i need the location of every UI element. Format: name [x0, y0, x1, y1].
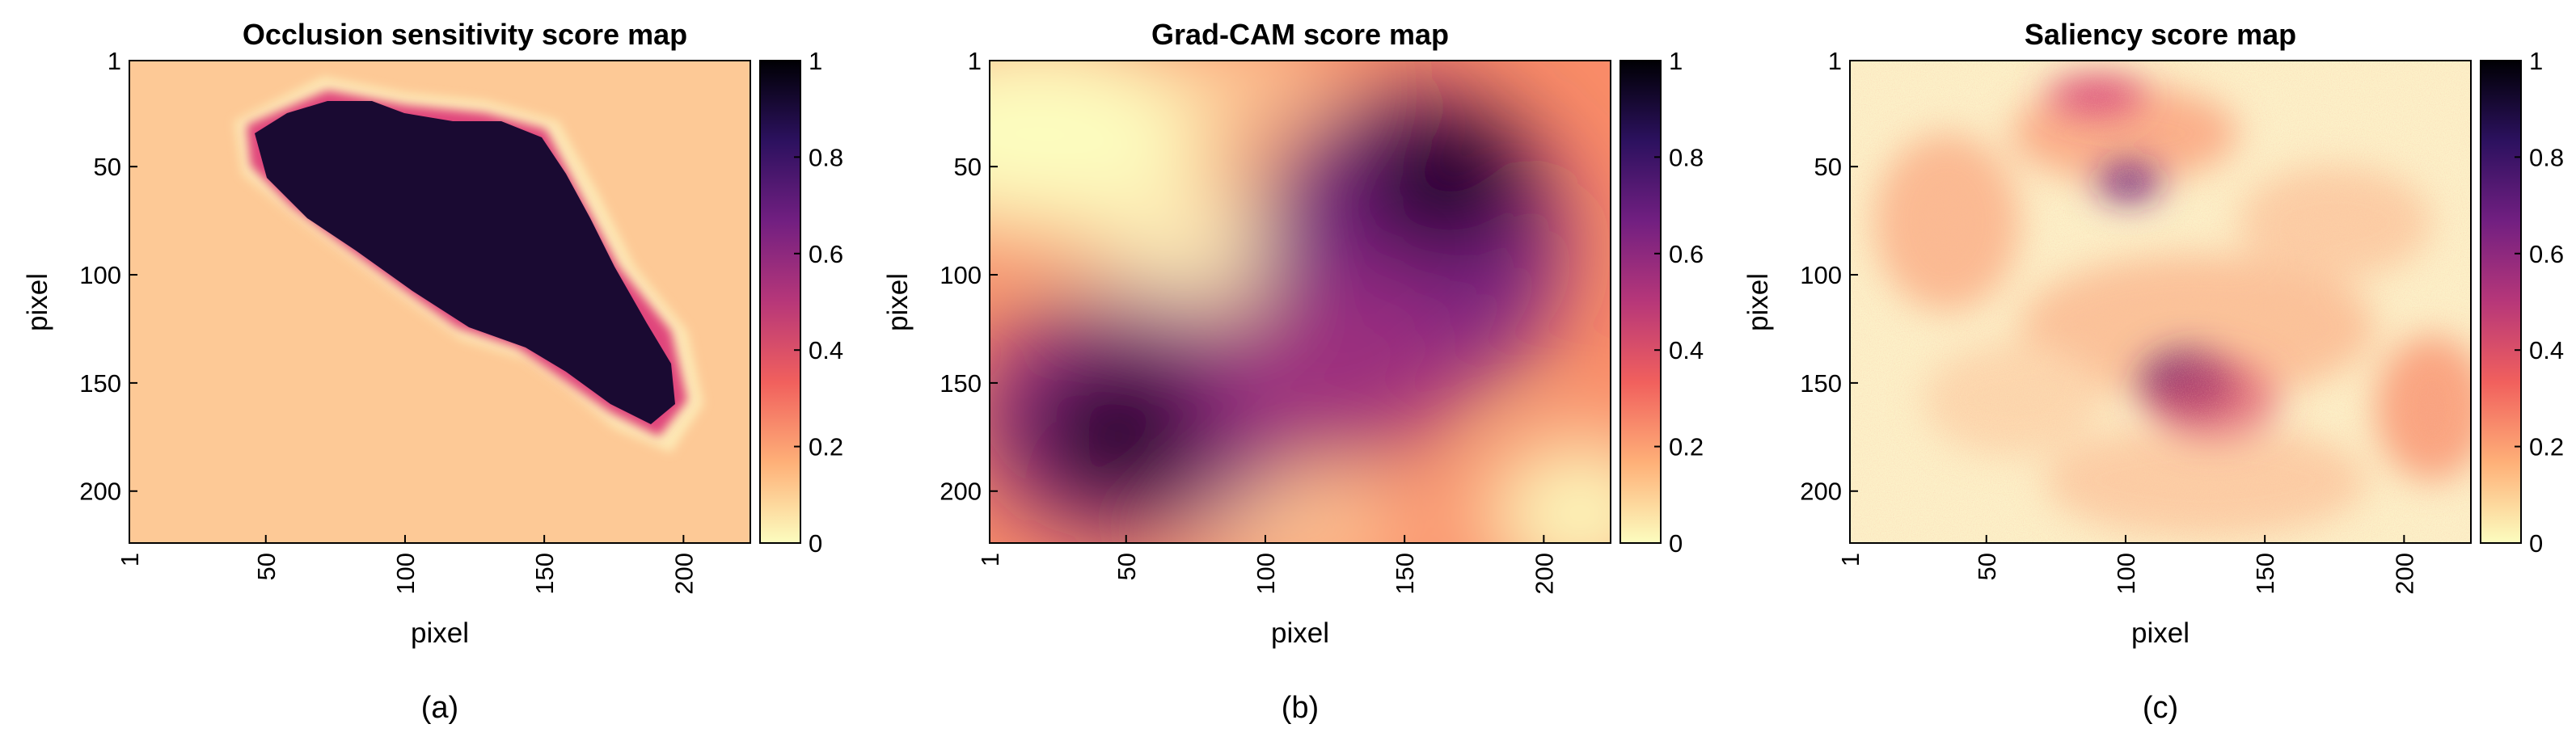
panel-b-colorbar-gradient — [1620, 60, 1662, 544]
panel-a-y-label: pixel — [22, 273, 53, 331]
panel-b-hot-lower — [1030, 360, 1208, 505]
panel-c-noise — [1850, 61, 2471, 543]
panel-a-plot-frame — [129, 60, 751, 544]
panel-c-x-tick-label: 1 — [1836, 553, 1864, 566]
panel-a-colorbar-gradient — [759, 60, 801, 544]
panel-b-y-label: pixel — [882, 273, 914, 331]
panel-b-y-tick-label: 150 — [940, 369, 982, 398]
panel-a-y-tick-label: 150 — [79, 369, 121, 398]
panel-a-x-label: pixel — [411, 617, 469, 649]
panel-c-y-tick-label: 150 — [1800, 369, 1842, 398]
panel-c-colorbar-tick-label: 1 — [2529, 47, 2543, 75]
panel-c-x-tick-label: 100 — [2112, 553, 2140, 595]
panel-a-y-tick-label: 1 — [108, 47, 121, 75]
panel-c-caption: (c) — [2143, 691, 2178, 725]
panel-b-colorbar-tick-label: 0.8 — [1669, 143, 1704, 171]
panel-a-y-tick-label: 200 — [79, 478, 121, 506]
panel-c-y-label: pixel — [1742, 273, 1774, 331]
panel-b-colorbar-tick-label: 1 — [1669, 47, 1683, 75]
panel-a-colorbar-tick-label: 1 — [809, 47, 822, 75]
panel-b-cool-mid — [1087, 182, 1297, 311]
panel-a-x-ticks: 1 50 100 150 200 — [116, 535, 698, 595]
panel-c-x-tick-label: 200 — [2390, 553, 2418, 595]
panel-c-x-label: pixel — [2131, 617, 2190, 649]
panel-b-y-tick-label: 1 — [968, 47, 982, 75]
panel-a-heatmap — [129, 61, 750, 543]
panel-b-mid-bridge — [1232, 279, 1459, 457]
panel-b-colorbar-tick-label: 0.2 — [1669, 433, 1704, 461]
panel-a-colorbar-tick-label: 0 — [809, 529, 822, 558]
panel-c-title: Saliency score map — [2025, 18, 2296, 51]
panel-c-y-tick-label: 50 — [1814, 153, 1842, 181]
panel-a-y-tick-label: 50 — [94, 153, 121, 181]
panel-c-colorbar-tick-label: 0.6 — [2529, 240, 2564, 268]
panel-b-x-tick-label: 150 — [1391, 553, 1419, 595]
panel-c-heatmap — [1850, 61, 2471, 543]
panel-c-x-ticks: 1 50 100 150 200 — [1836, 535, 2418, 595]
panel-a-x-tick-label: 50 — [252, 553, 281, 580]
panel-c-colorbar-tick-label: 0.4 — [2529, 336, 2564, 364]
panel-b-x-tick-label: 1 — [976, 553, 1004, 566]
panel-a: Occlusion sensitivity score map 15010015… — [22, 18, 843, 725]
panel-c-x-tick-label: 150 — [2251, 553, 2279, 595]
panel-a-colorbar-tick-label: 0.8 — [809, 143, 843, 171]
panel-b-colorbar-tick-label: 0.4 — [1669, 336, 1704, 364]
panel-b-x-label: pixel — [1271, 617, 1329, 649]
panel-a-caption: (a) — [421, 691, 458, 725]
panel-a-hot-region — [255, 101, 675, 424]
panel-c-y-tick-label: 200 — [1800, 478, 1842, 506]
panel-b-cool-top — [1184, 61, 1329, 125]
panel-b-x-ticks: 1 50 100 150 200 — [976, 535, 1558, 595]
panel-b-colorbar: 0 0.2 0.4 0.6 0.8 1 — [1620, 47, 1704, 558]
panel-c-colorbar: 0 0.2 0.4 0.6 0.8 1 — [2480, 47, 2564, 558]
panel-b-caption: (b) — [1282, 691, 1319, 725]
panel-a-colorbar-tick-label: 0.6 — [809, 240, 843, 268]
panel-a-x-tick-label: 1 — [116, 553, 144, 566]
panel-c-colorbar-gradient — [2480, 60, 2522, 544]
panel-a-colorbar: 0 0.2 0.4 0.6 0.8 1 — [759, 47, 843, 558]
panel-b-hot-upper — [1353, 109, 1531, 255]
panel-c-y-tick-label: 100 — [1800, 261, 1842, 289]
panel-a-colorbar-ticks: 0 0.2 0.4 0.6 0.8 1 — [794, 47, 843, 558]
panel-a-x-tick-label: 200 — [669, 553, 698, 595]
panel-a-y-tick-label: 100 — [79, 261, 121, 289]
panel-c-plot-frame — [1849, 60, 2472, 544]
panel-b-heatmap — [990, 61, 1611, 543]
panel-b-colorbar-ticks: 0 0.2 0.4 0.6 0.8 1 — [1654, 47, 1704, 558]
panel-c-colorbar-ticks: 0 0.2 0.4 0.6 0.8 1 — [2515, 47, 2564, 558]
panel-c-colorbar-tick-label: 0.8 — [2529, 143, 2564, 171]
panel-a-x-tick-label: 150 — [530, 553, 559, 595]
panel-b-x-tick-label: 50 — [1113, 553, 1141, 580]
panel-b-y-tick-label: 200 — [940, 478, 982, 506]
panel-a-colorbar-tick-label: 0.2 — [809, 433, 843, 461]
panel-a-title: Occlusion sensitivity score map — [243, 18, 687, 51]
panel-c-y-tick-label: 1 — [1828, 47, 1842, 75]
panel-b-title: Grad-CAM score map — [1151, 18, 1449, 51]
panel-c-colorbar-tick-label: 0 — [2529, 529, 2543, 558]
panel-c-colorbar-tick-label: 0.2 — [2529, 433, 2564, 461]
panel-b-x-tick-label: 200 — [1530, 553, 1558, 595]
panel-b-x-tick-label: 100 — [1252, 553, 1280, 595]
panel-c-x-tick-label: 50 — [1973, 553, 2001, 580]
panel-b-cool-right — [1483, 440, 1611, 543]
panel-a-x-tick-label: 100 — [391, 553, 420, 595]
panel-a-colorbar-tick-label: 0.4 — [809, 336, 843, 364]
panel-b-plot-frame — [989, 60, 1611, 544]
panel-b-y-tick-label: 100 — [940, 261, 982, 289]
panel-b-colorbar-tick-label: 0.6 — [1669, 240, 1704, 268]
panel-b-field — [990, 61, 1611, 543]
panel-b-y-tick-label: 50 — [954, 153, 982, 181]
panel-b-colorbar-tick-label: 0 — [1669, 529, 1683, 558]
